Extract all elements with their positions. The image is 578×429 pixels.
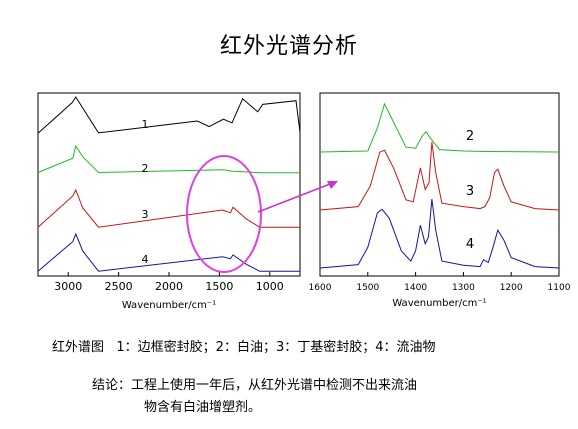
conclusion-line-2: 物含有白油增塑剂。 (144, 400, 262, 415)
series-3-label: 3 (142, 208, 149, 221)
x-tick-label: 1100 (548, 283, 571, 293)
conclusion-line-1: 结论：工程上使用一年后，从红外光谱中检测不出来流油 (92, 378, 418, 393)
zoom-arrow-head (327, 181, 338, 189)
series-4-label: 4 (466, 237, 474, 252)
page-title: 红外光谱分析 (219, 34, 358, 59)
series-2-label: 2 (142, 162, 149, 175)
series-3-line (37, 188, 300, 228)
series-2-label: 2 (466, 129, 474, 144)
right-spectrum-panel: 1600 1500 1400 1300 1200 1100 Wavenumber/cm⁻¹ 2… (309, 92, 571, 309)
x-axis-label: Wavenumber/cm⁻¹ (122, 300, 216, 311)
plot-frame (319, 92, 560, 277)
figure-caption: 红外谱图 1：边框密封胶；2：白油；3：丁基密封胶；4：流油物 (52, 340, 436, 355)
series-4-line (319, 198, 560, 269)
conclusion-text: 结论：工程上使用一年后，从红外光谱中检测不出来流油 物含有白油增塑剂。 (92, 375, 532, 419)
x-tick-label: 1500 (356, 283, 379, 293)
x-axis-label: Wavenumber/cm⁻¹ (392, 298, 486, 309)
series-3-line (319, 141, 560, 211)
zoom-arrow-line (257, 183, 331, 213)
zoom-annotation (186, 155, 338, 273)
x-tick-label: 1400 (404, 283, 427, 293)
x-tick-label: 3000 (54, 280, 82, 293)
series-4-line (37, 232, 300, 272)
x-tick-label: 2000 (155, 280, 183, 293)
x-tick-label: 1500 (205, 280, 233, 293)
x-tick-label: 1300 (452, 283, 475, 293)
x-tick-label: 1200 (500, 283, 523, 293)
series-2-line (319, 102, 560, 153)
plot-frame (37, 92, 301, 277)
x-tick-label: 1000 (256, 280, 284, 293)
series-3-label: 3 (466, 184, 474, 199)
series-2-line (37, 144, 300, 174)
x-tick-label: 1600 (309, 283, 332, 293)
series-1-label: 1 (142, 118, 149, 131)
series-1-line (37, 96, 301, 134)
left-spectrum-panel: 3000 2500 2000 1500 1000 Wavenumber/cm⁻¹ 1 2 3 4 (37, 92, 301, 311)
highlight-ellipse (186, 155, 262, 273)
series-4-label: 4 (142, 253, 149, 266)
x-tick-label: 2500 (105, 280, 133, 293)
